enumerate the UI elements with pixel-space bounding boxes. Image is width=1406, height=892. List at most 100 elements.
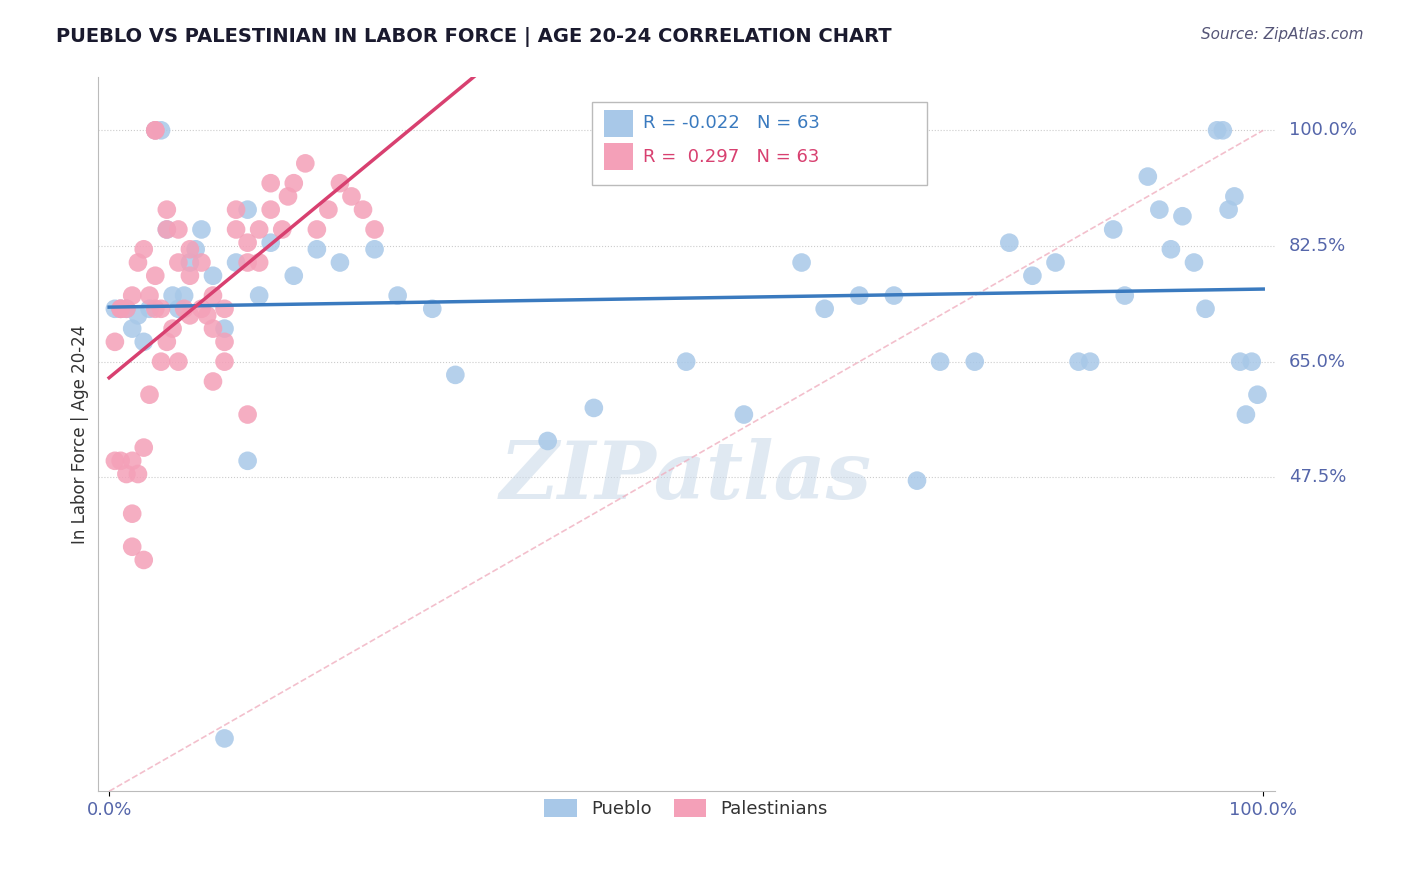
Point xyxy=(340,189,363,203)
Point xyxy=(1136,169,1159,184)
Point xyxy=(162,288,184,302)
Point xyxy=(214,301,236,316)
Point xyxy=(1212,123,1234,137)
Point xyxy=(225,202,247,217)
Point xyxy=(179,309,201,323)
Point xyxy=(190,301,212,316)
Point xyxy=(1218,202,1240,217)
Point xyxy=(132,553,155,567)
Point xyxy=(814,301,837,316)
Point xyxy=(104,454,127,468)
Point xyxy=(201,321,224,335)
Point xyxy=(883,288,905,302)
Point xyxy=(201,375,224,389)
Point xyxy=(1102,222,1125,236)
Point xyxy=(143,123,166,137)
Point xyxy=(156,222,179,236)
Text: R =  0.297   N = 63: R = 0.297 N = 63 xyxy=(643,148,818,166)
Point xyxy=(963,354,986,368)
Point xyxy=(537,434,560,448)
Point xyxy=(138,387,160,401)
Point xyxy=(352,202,374,217)
Point xyxy=(1194,301,1216,316)
Point xyxy=(1206,123,1229,137)
FancyBboxPatch shape xyxy=(592,103,928,185)
Point xyxy=(1078,354,1101,368)
Legend: Pueblo, Palestinians: Pueblo, Palestinians xyxy=(537,791,835,825)
Point xyxy=(121,540,143,554)
Text: R = -0.022   N = 63: R = -0.022 N = 63 xyxy=(643,114,820,132)
Point xyxy=(110,454,132,468)
Point xyxy=(247,288,270,302)
Point xyxy=(1229,354,1251,368)
Point xyxy=(444,368,467,382)
Point xyxy=(1045,255,1067,269)
Point xyxy=(115,301,138,316)
Point xyxy=(214,731,236,746)
Point xyxy=(225,222,247,236)
Point xyxy=(127,255,149,269)
Point xyxy=(1246,387,1268,401)
Point xyxy=(790,255,813,269)
Point xyxy=(195,309,218,323)
Point xyxy=(1149,202,1171,217)
Point xyxy=(143,123,166,137)
Point xyxy=(214,354,236,368)
Point xyxy=(179,255,201,269)
Point xyxy=(110,301,132,316)
Point xyxy=(143,301,166,316)
Point xyxy=(236,235,259,250)
Point xyxy=(138,288,160,302)
Point xyxy=(260,202,283,217)
Point xyxy=(214,321,236,335)
Point xyxy=(1160,242,1182,256)
Point xyxy=(271,222,294,236)
Point xyxy=(905,474,928,488)
Point xyxy=(236,202,259,217)
Point xyxy=(387,288,409,302)
Point xyxy=(104,301,127,316)
Point xyxy=(277,189,299,203)
Point xyxy=(150,354,173,368)
Point xyxy=(167,354,190,368)
Point xyxy=(1223,189,1246,203)
Point xyxy=(138,301,160,316)
Point xyxy=(173,301,195,316)
Point xyxy=(363,222,385,236)
Text: Source: ZipAtlas.com: Source: ZipAtlas.com xyxy=(1201,27,1364,42)
Point xyxy=(236,255,259,269)
Point xyxy=(247,255,270,269)
Point xyxy=(156,202,179,217)
Point xyxy=(305,242,328,256)
Point xyxy=(110,301,132,316)
Point xyxy=(127,309,149,323)
Point xyxy=(143,268,166,283)
Point xyxy=(733,408,755,422)
Point xyxy=(247,222,270,236)
Point xyxy=(329,255,352,269)
Point xyxy=(115,467,138,481)
Point xyxy=(1021,268,1043,283)
Text: 100.0%: 100.0% xyxy=(1289,121,1357,139)
Point xyxy=(150,301,173,316)
Point xyxy=(363,242,385,256)
Y-axis label: In Labor Force | Age 20-24: In Labor Force | Age 20-24 xyxy=(72,325,89,544)
Point xyxy=(675,354,697,368)
Point xyxy=(201,288,224,302)
Point xyxy=(167,222,190,236)
Point xyxy=(121,321,143,335)
Point xyxy=(1067,354,1090,368)
Point xyxy=(162,321,184,335)
Point xyxy=(121,507,143,521)
Point xyxy=(929,354,952,368)
Point xyxy=(167,255,190,269)
Point xyxy=(132,334,155,349)
Point xyxy=(1182,255,1205,269)
Point xyxy=(110,301,132,316)
Point xyxy=(184,242,207,256)
Point xyxy=(143,123,166,137)
Point xyxy=(998,235,1021,250)
Point xyxy=(1240,354,1263,368)
Point xyxy=(329,176,352,190)
Point xyxy=(127,467,149,481)
